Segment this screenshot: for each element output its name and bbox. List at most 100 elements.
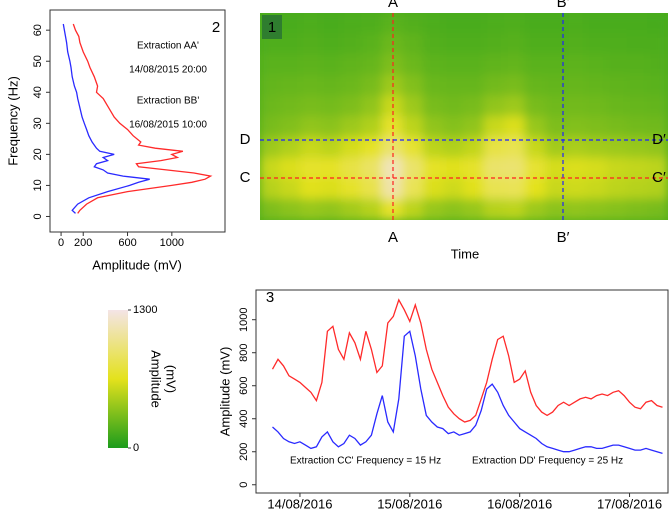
heatmap-cell — [279, 178, 302, 200]
y-tick-label: 600 — [238, 377, 250, 395]
heatmap-cell — [545, 74, 567, 97]
heatmap-cell — [361, 116, 383, 138]
heatmap-cell — [463, 157, 485, 180]
profile-line — [62, 23, 150, 214]
heatmap-cells — [260, 13, 668, 220]
heatmap-cell — [647, 53, 668, 76]
heatmap-cell — [341, 74, 363, 97]
heatmap-cell — [463, 33, 485, 55]
heatmap-cell — [647, 116, 668, 138]
heatmap-cell — [279, 157, 302, 180]
heatmap-cell — [606, 95, 628, 117]
x-tick-label: 14/08/2016 — [267, 496, 332, 510]
heatmap-cell — [341, 157, 363, 180]
marker-label: C — [240, 169, 251, 186]
heatmap-cell — [402, 178, 424, 200]
heatmap-cell — [443, 157, 465, 180]
heatmap-cell — [545, 116, 567, 138]
heatmap-cell — [606, 198, 628, 220]
heatmap-cell — [524, 13, 547, 35]
heatmap-cell — [260, 178, 281, 200]
y-tick-label: 200 — [238, 443, 250, 461]
colorbar — [108, 310, 128, 448]
heatmap-cell — [606, 157, 628, 180]
heatmap-cell — [443, 136, 465, 159]
heatmap-cell — [524, 116, 547, 138]
heatmap-cell — [341, 53, 363, 76]
heatmap-cell — [341, 198, 363, 220]
heatmap-cell — [606, 178, 628, 200]
heatmap-cell — [402, 157, 424, 180]
legend-entry: Extraction CC' Frequency = 15 Hz — [290, 456, 441, 467]
heatmap-cell — [524, 53, 547, 76]
heatmap-cell — [361, 95, 383, 117]
heatmap-cell — [585, 116, 608, 138]
marker-label: D — [240, 131, 251, 148]
heatmap-cell — [402, 74, 424, 97]
y-tick-label: 60 — [32, 24, 44, 36]
heatmap-cell — [279, 95, 302, 117]
heatmap-cell — [361, 157, 383, 180]
heatmap-cell — [422, 74, 445, 97]
x-axis-label: Amplitude (mV) — [92, 257, 182, 272]
heatmap-cell — [341, 95, 363, 117]
colorbar-tick-label: 1300 — [133, 304, 157, 316]
x-tick-label: 17/08/2016 — [597, 496, 662, 510]
marker-label: B' — [557, 0, 570, 11]
heatmap-cell — [483, 74, 506, 97]
heatmap-cell — [361, 13, 383, 35]
heatmap-cell — [565, 157, 587, 180]
heatmap-cell — [463, 136, 485, 159]
heatmap-cell — [483, 157, 506, 180]
heatmap-cell — [606, 74, 628, 97]
heatmap-cell — [443, 53, 465, 76]
heatmap-cell — [443, 178, 465, 200]
heatmap-cell — [361, 33, 383, 55]
heatmap-cell — [402, 53, 424, 76]
heatmap-cell — [585, 74, 608, 97]
heatmap-cell — [300, 198, 322, 220]
heatmap-cell — [463, 53, 485, 76]
x-axis-label: Time — [451, 246, 479, 261]
heatmap-cell — [341, 116, 363, 138]
heatmap-cell — [585, 178, 608, 200]
legend-date: 16/08/2015 10:00 — [129, 120, 207, 131]
heatmap-cell — [320, 157, 343, 180]
profile-line — [72, 23, 213, 214]
heatmap-cell — [402, 33, 424, 55]
heatmap-cell — [422, 53, 445, 76]
colorbar-label: (mV) — [164, 365, 179, 393]
heatmap-cell — [300, 157, 322, 180]
x-tick-label: 200 — [74, 237, 92, 249]
heatmap-cell — [463, 74, 485, 97]
heatmap-cell — [504, 53, 526, 76]
heatmap-cell — [647, 178, 668, 200]
panel-number: 1 — [268, 19, 276, 36]
heatmap-cell — [545, 53, 567, 76]
heatmap-cell — [361, 136, 383, 159]
heatmap-cell — [565, 13, 587, 35]
heatmap-cell — [504, 13, 526, 35]
heatmap-cell — [585, 136, 608, 159]
heatmap-cell — [565, 136, 587, 159]
heatmap-cell — [626, 33, 649, 55]
heatmap-cell — [361, 74, 383, 97]
series-line — [271, 298, 663, 423]
plot-frame — [255, 289, 669, 494]
heatmap-cell — [504, 116, 526, 138]
heatmap-cell — [443, 198, 465, 220]
heatmap-cell — [545, 157, 567, 180]
heatmap-cell — [422, 198, 445, 220]
panel-number-bg — [262, 15, 282, 39]
heatmap-cell — [626, 74, 649, 97]
heatmap-cell — [647, 13, 668, 35]
heatmap-cell — [260, 136, 281, 159]
heatmap-cell — [443, 95, 465, 117]
y-tick-label: 400 — [238, 410, 250, 428]
heatmap-cell — [320, 13, 343, 35]
heatmap-cell — [504, 33, 526, 55]
heatmap-cell — [545, 95, 567, 117]
heatmap-cell — [647, 198, 668, 220]
heatmap-cell — [606, 33, 628, 55]
heatmap-cell — [626, 53, 649, 76]
